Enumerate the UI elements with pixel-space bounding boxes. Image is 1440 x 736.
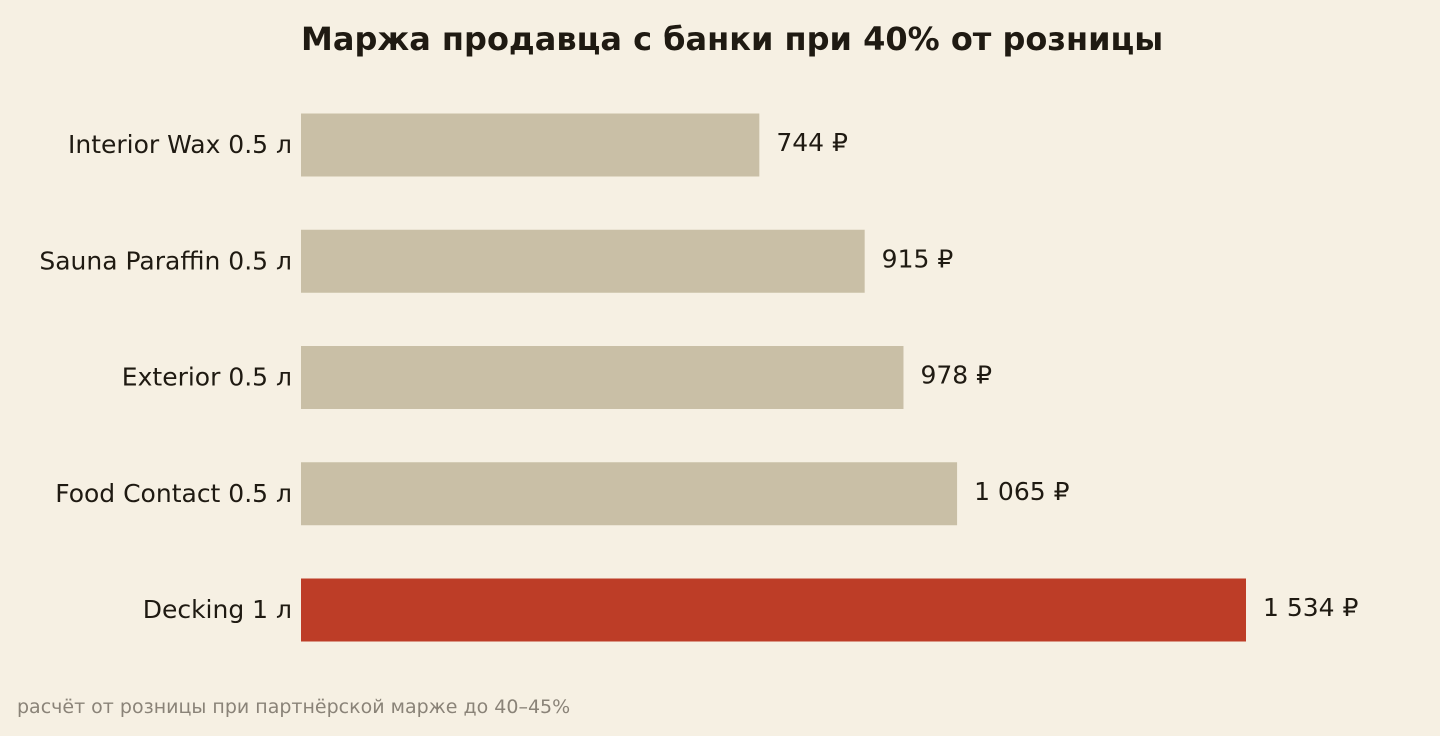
bar-2 (301, 346, 904, 409)
value-label-3: 1 065 ₽ (974, 477, 1070, 506)
bar-1 (301, 229, 865, 293)
category-label-2: Exterior 0.5 л (122, 363, 292, 392)
value-label-0: 744 ₽ (776, 128, 848, 157)
value-label-2: 978 ₽ (920, 361, 992, 390)
value-label-4: 1 534 ₽ (1263, 593, 1359, 622)
footnote: расчёт от розницы при партнёрской марже … (17, 696, 571, 718)
category-label-1: Sauna Paraffin 0.5 л (39, 246, 292, 275)
category-label-3: Food Contact 0.5 л (55, 479, 292, 508)
bar-0 (301, 113, 760, 177)
category-label-0: Interior Wax 0.5 л (68, 130, 292, 159)
category-label-4: Decking 1 л (143, 595, 292, 624)
chart-title: Маржа продавца с банки при 40% от розниц… (301, 20, 1164, 58)
bar-3 (301, 462, 958, 526)
bar-4 (301, 578, 1246, 642)
value-label-1: 915 ₽ (882, 244, 954, 273)
